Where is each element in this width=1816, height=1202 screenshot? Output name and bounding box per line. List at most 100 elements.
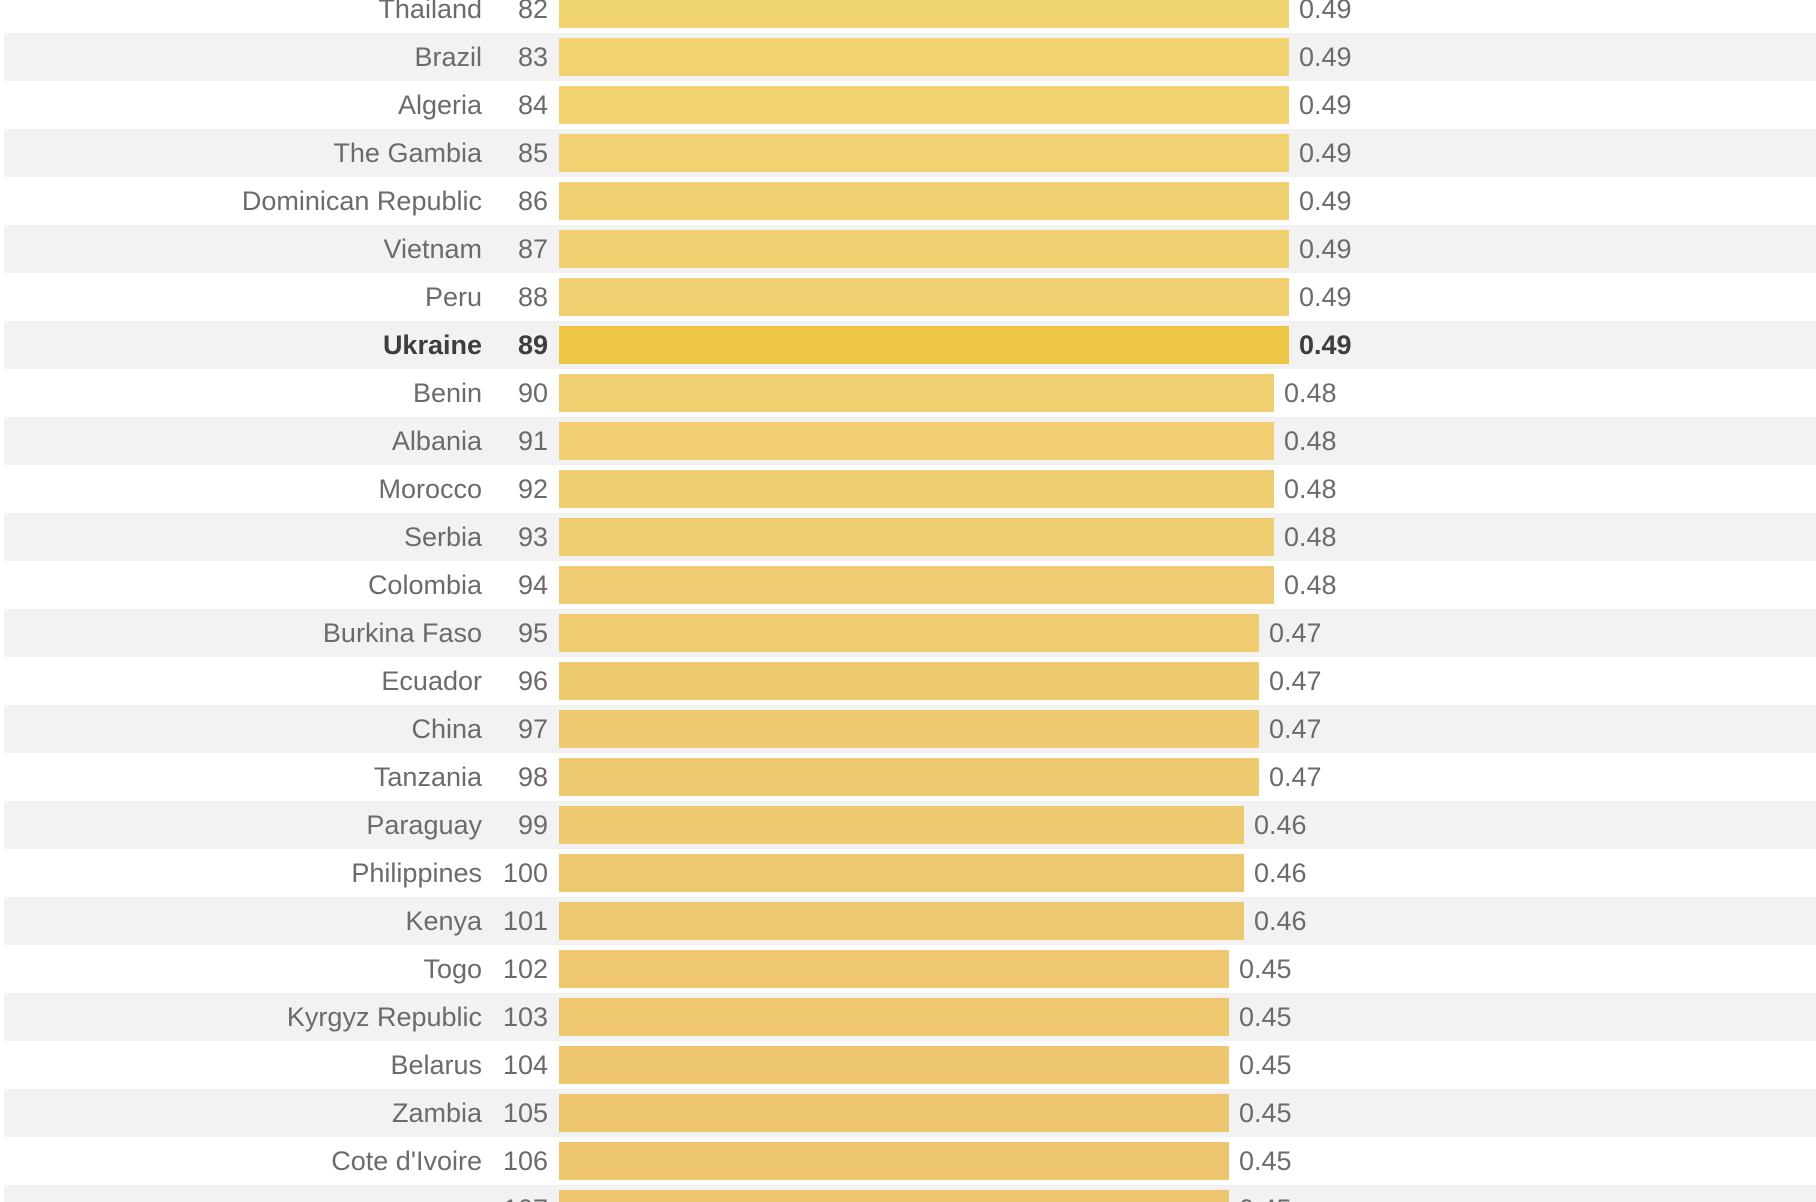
bar-row: Morocco 92 0.48 <box>4 465 1816 513</box>
bar <box>559 1142 1229 1180</box>
rank-label: 100 <box>502 858 548 888</box>
rank-label: 91 <box>517 426 548 456</box>
bar-row: Albania 91 0.48 <box>4 417 1816 465</box>
bar <box>559 470 1274 508</box>
country-label: Colombia <box>367 570 482 600</box>
bar <box>559 950 1229 988</box>
value-label: 0.49 <box>1299 186 1352 216</box>
value-label: 0.45 <box>1239 1002 1292 1032</box>
bar <box>559 854 1244 892</box>
bar <box>559 710 1259 748</box>
country-label: Benin <box>412 378 482 408</box>
country-label: Zambia <box>391 1098 482 1128</box>
country-label: Burkina Faso <box>322 618 482 648</box>
bar-row: Paraguay 99 0.46 <box>4 801 1816 849</box>
country-label: Serbia <box>403 522 482 552</box>
bar-row: Peru 88 0.49 <box>4 273 1816 321</box>
bar <box>559 518 1274 556</box>
value-label: 0.48 <box>1284 474 1337 504</box>
bar-row: Benin 90 0.48 <box>4 369 1816 417</box>
highlighted-bar <box>559 326 1289 364</box>
bar-row: Vietnam 87 0.49 <box>4 225 1816 273</box>
bar <box>559 422 1274 460</box>
value-label: 0.49 <box>1299 234 1352 264</box>
value-label: 0.45 <box>1239 1146 1292 1176</box>
bar-row: Burkina Faso 95 0.47 <box>4 609 1816 657</box>
rank-label: 97 <box>517 714 548 744</box>
rank-label: 83 <box>517 42 548 72</box>
value-label: 0.46 <box>1254 810 1307 840</box>
country-label: Togo <box>423 954 482 984</box>
bar-row: Tanzania 98 0.47 <box>4 753 1816 801</box>
rank-label: 105 <box>502 1098 548 1128</box>
value-label: 0.47 <box>1269 714 1322 744</box>
bar <box>559 134 1289 172</box>
bar-row: China 97 0.47 <box>4 705 1816 753</box>
rank-label: 99 <box>517 810 548 840</box>
value-label: 0.45 <box>1239 1050 1292 1080</box>
bar <box>559 86 1289 124</box>
bar <box>559 230 1289 268</box>
country-label: Tanzania <box>373 762 482 792</box>
bar <box>559 614 1259 652</box>
rank-label: 95 <box>517 618 548 648</box>
bar-row: Ukraine 89 0.49 <box>4 321 1816 369</box>
country-label: Vietnam <box>383 234 482 264</box>
bar <box>559 902 1244 940</box>
rank-label: 87 <box>517 234 548 264</box>
bar-row: Algeria 84 0.49 <box>4 81 1816 129</box>
value-label: 0.47 <box>1269 762 1322 792</box>
bar-row: Ecuador 96 0.47 <box>4 657 1816 705</box>
bar <box>559 662 1259 700</box>
bar <box>559 1046 1229 1084</box>
bar <box>559 278 1289 316</box>
rank-label: 94 <box>517 570 548 600</box>
value-label: 0.45 <box>1239 1098 1292 1128</box>
rank-label: 98 <box>517 762 548 792</box>
value-label: 0.49 <box>1299 0 1352 24</box>
rank-label: 102 <box>502 954 548 984</box>
bar <box>559 566 1274 604</box>
bar <box>559 182 1289 220</box>
bar-row: Kenya 101 0.46 <box>4 897 1816 945</box>
rank-label: 82 <box>517 0 548 24</box>
bar-row: Philippines 100 0.46 <box>4 849 1816 897</box>
bar-row: 107 0.45 <box>4 1185 1816 1202</box>
value-label: 0.48 <box>1284 426 1337 456</box>
rank-label: 86 <box>517 186 548 216</box>
value-label: 0.47 <box>1269 666 1322 696</box>
value-label: 0.46 <box>1254 906 1307 936</box>
value-label: 0.46 <box>1254 858 1307 888</box>
rank-label: 103 <box>502 1002 548 1032</box>
country-label: Kenya <box>405 906 482 936</box>
bar-row: Serbia 93 0.48 <box>4 513 1816 561</box>
rank-label: 93 <box>517 522 548 552</box>
rank-label: 92 <box>517 474 548 504</box>
bar <box>559 1094 1229 1132</box>
bar <box>559 1190 1229 1202</box>
bar-row: Togo 102 0.45 <box>4 945 1816 993</box>
country-label: Cote d'Ivoire <box>331 1146 482 1176</box>
value-label: 0.49 <box>1299 90 1352 120</box>
bar-row: Cote d'Ivoire 106 0.45 <box>4 1137 1816 1185</box>
bar <box>559 998 1229 1036</box>
country-label: Albania <box>391 426 482 456</box>
country-label: Kyrgyz Republic <box>286 1002 482 1032</box>
bar <box>559 38 1289 76</box>
value-label: 0.45 <box>1239 1185 1292 1202</box>
value-label: 0.49 <box>1299 42 1352 72</box>
country-label: China <box>411 714 482 744</box>
bar-row: Kyrgyz Republic 103 0.45 <box>4 993 1816 1041</box>
country-label: Peru <box>424 282 482 312</box>
bar-row: Zambia 105 0.45 <box>4 1089 1816 1137</box>
rank-label: 96 <box>517 666 548 696</box>
rank-label: 90 <box>517 378 548 408</box>
bar <box>559 374 1274 412</box>
rank-label: 107 <box>503 1185 548 1202</box>
bar-row: The Gambia 85 0.49 <box>4 129 1816 177</box>
country-label: Morocco <box>378 474 482 504</box>
value-label: 0.48 <box>1284 378 1337 408</box>
value-label: 0.48 <box>1284 522 1337 552</box>
value-label: 0.47 <box>1269 618 1322 648</box>
